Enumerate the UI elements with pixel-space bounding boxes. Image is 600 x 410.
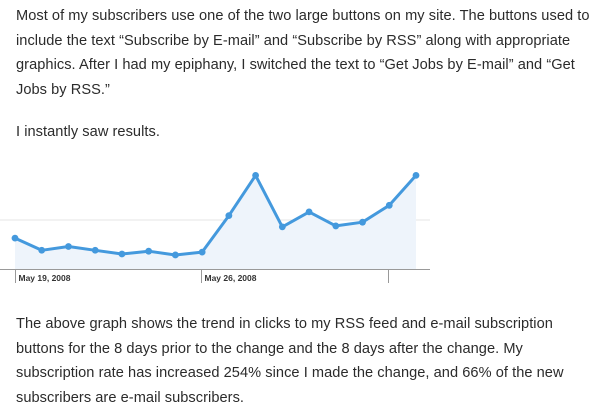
chart-data-point — [11, 234, 19, 242]
chart-data-point — [145, 247, 153, 255]
chart-series-line — [13, 173, 418, 257]
chart-data-point — [38, 246, 46, 254]
chart-data-point — [118, 250, 126, 258]
chart-data-point — [305, 208, 313, 216]
intro-paragraph: Most of my subscribers use one of the tw… — [16, 8, 590, 98]
chart-area-fill — [15, 175, 416, 269]
chart-data-point — [91, 246, 99, 254]
chart-data-point — [385, 201, 393, 209]
subscription-clicks-chart: May 19, 2008 May 26, 2008 — [0, 171, 430, 283]
chart-data-point — [252, 171, 259, 179]
chart-data-point — [332, 222, 340, 230]
chart-data-point — [198, 248, 206, 256]
analysis-paragraph: The above graph shows the trend in click… — [16, 316, 564, 406]
chart-data-point — [225, 212, 233, 220]
chart-data-point — [172, 251, 179, 259]
x-tick-label: May 26, 2008 — [205, 273, 257, 283]
chart-data-point — [278, 223, 286, 231]
chart-data-point — [359, 218, 366, 226]
chart-data-point — [412, 171, 420, 179]
results-paragraph: I instantly saw results. — [16, 124, 160, 140]
chart-data-point — [65, 243, 72, 250]
x-tick-label: May 19, 2008 — [19, 273, 71, 283]
